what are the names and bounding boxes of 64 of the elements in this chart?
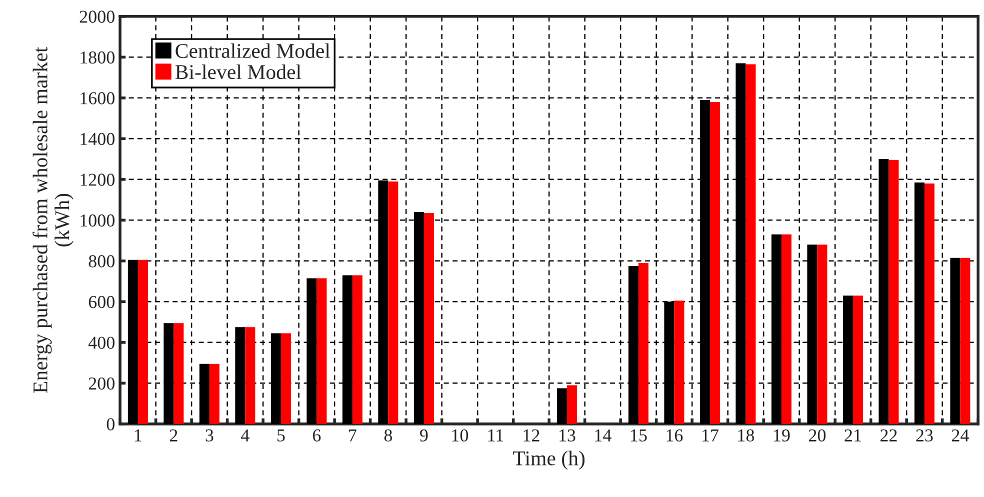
bar <box>914 182 924 424</box>
bar <box>245 327 256 424</box>
bar <box>781 234 792 424</box>
y-tick-label: 1800 <box>80 51 114 64</box>
x-tick-label: 8 <box>384 429 392 442</box>
bar <box>817 244 828 424</box>
x-tick-label: 21 <box>844 429 861 442</box>
legend-label: Centralized Model <box>176 43 330 58</box>
bar <box>556 388 567 424</box>
x-tick-label: 6 <box>312 429 321 442</box>
x-tick-label: 7 <box>349 430 356 442</box>
x-tick-label: 18 <box>738 429 754 442</box>
bar <box>352 275 362 424</box>
x-tick-label: 17 <box>702 429 718 442</box>
x-tick-label: 5 <box>277 430 285 442</box>
bar <box>566 385 577 424</box>
bar <box>674 300 684 424</box>
bar <box>746 64 756 424</box>
bar <box>209 364 220 424</box>
x-tick-label: 3 <box>206 429 214 442</box>
x-tick-label: 19 <box>774 429 790 442</box>
bar <box>388 181 398 424</box>
bar <box>316 278 327 424</box>
bar <box>424 213 434 424</box>
y-tick-label: 1000 <box>80 214 114 227</box>
bar <box>924 183 934 424</box>
bar <box>950 258 960 424</box>
x-tick-label: 2 <box>170 429 178 442</box>
x-tick-label: 4 <box>241 429 250 442</box>
x-tick-label: 20 <box>808 429 826 442</box>
bar <box>888 160 899 424</box>
x-tick-label: 9 <box>420 429 428 442</box>
y-tick-label: 200 <box>88 377 114 390</box>
x-tick-label: 12 <box>524 429 540 442</box>
y-tick-label: 1400 <box>80 132 114 146</box>
bar <box>710 102 720 424</box>
bar <box>852 296 863 424</box>
x-tick-label: 16 <box>666 429 683 442</box>
x-axis-title: Time (h) <box>513 450 585 470</box>
legend-label: Bi-level Model <box>175 64 302 80</box>
x-tick-label: 15 <box>631 429 647 442</box>
bar <box>128 260 138 424</box>
x-tick-label: 11 <box>488 429 504 442</box>
x-tick-label: 22 <box>880 429 897 442</box>
bar <box>960 258 970 424</box>
x-tick-label: 14 <box>595 429 612 442</box>
y-tick-label: 400 <box>88 336 114 349</box>
bar <box>138 260 148 424</box>
x-tick-label: 13 <box>560 429 576 442</box>
y-tick-label: 0 <box>106 418 114 430</box>
y-tick-label: 1600 <box>80 92 114 104</box>
x-tick-label: 10 <box>452 429 468 442</box>
bar <box>638 262 648 424</box>
y-tick-label: 2000 <box>80 10 114 23</box>
x-tick-label: 1 <box>135 429 142 442</box>
bar <box>164 323 174 424</box>
y-tick-label: 800 <box>88 255 114 268</box>
bar <box>174 323 184 424</box>
y-axis-title: Energy purchased from wholesale market (kWh) <box>32 46 74 393</box>
x-tick-label: 23 <box>916 429 933 442</box>
bar <box>280 333 291 424</box>
x-tick-label: 24 <box>952 429 969 442</box>
y-tick-label: 1200 <box>80 174 114 186</box>
y-tick-label: 600 <box>88 296 114 308</box>
